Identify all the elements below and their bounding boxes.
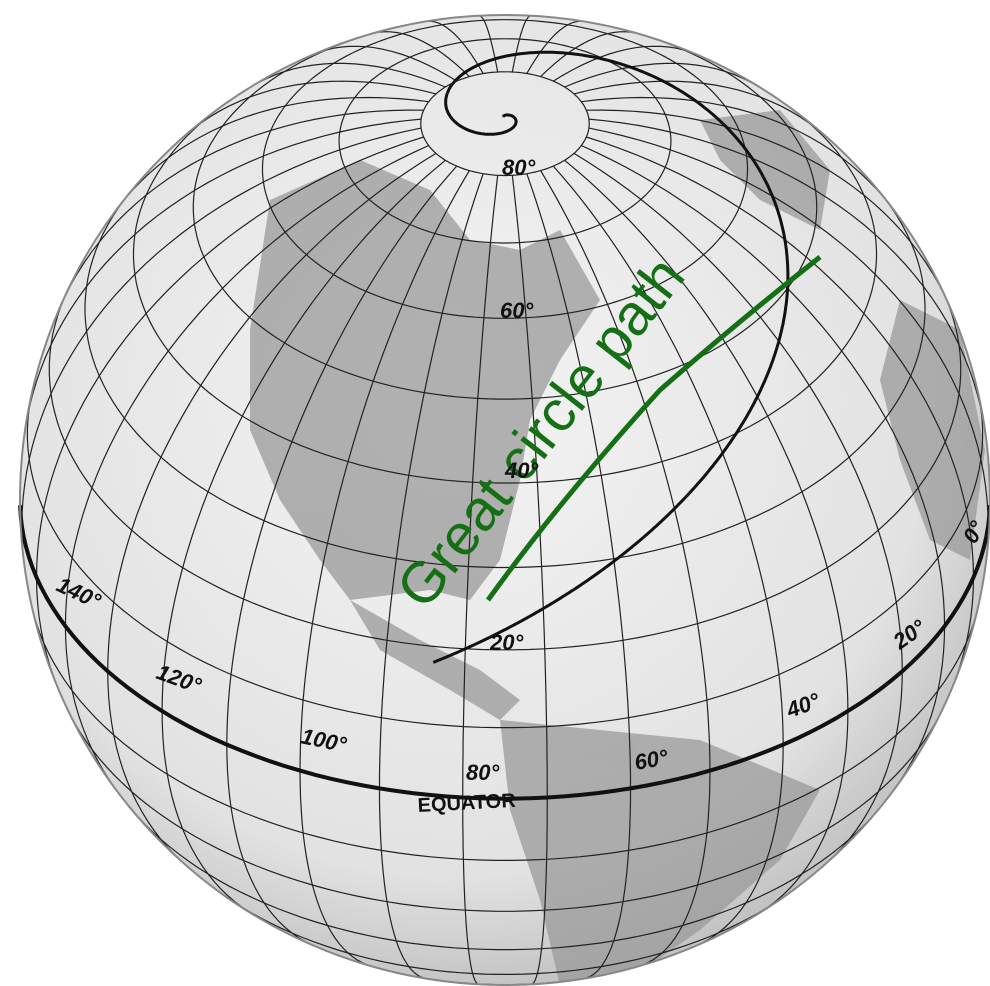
- meridian: [552, 45, 692, 82]
- equator-line: [18, 505, 990, 801]
- meridian: [511, 175, 548, 985]
- meridian: [588, 127, 989, 566]
- parallel: [26, 397, 984, 729]
- globe-outline: [19, 14, 990, 986]
- latitude-label: 40°: [504, 458, 538, 483]
- meridian: [299, 170, 470, 966]
- longitude-label: 60°: [633, 744, 670, 774]
- south-america: [500, 720, 820, 985]
- latitude-label: 80°: [502, 155, 535, 180]
- parallel: [130, 808, 880, 951]
- meridian: [540, 170, 711, 966]
- meridian: [318, 45, 458, 82]
- parallel: [48, 296, 962, 651]
- meridian: [378, 173, 484, 979]
- latitude-label: 20°: [489, 630, 523, 655]
- longitude-label: 80°: [466, 760, 499, 785]
- meridian: [573, 80, 819, 131]
- graticule: [21, 15, 989, 985]
- meridian: [478, 15, 499, 73]
- meridian: [191, 80, 437, 131]
- equator-label: EQUATOR: [417, 790, 517, 817]
- parallel: [420, 71, 590, 177]
- meridian: [226, 165, 458, 946]
- rhumb-line: [432, 50, 790, 664]
- central-america: [350, 600, 520, 720]
- latitude-label: 60°: [500, 298, 533, 323]
- parallel: [338, 38, 672, 244]
- europe-africa: [880, 300, 985, 560]
- parallel: [32, 612, 978, 861]
- meridian: [462, 175, 499, 985]
- meridian: [586, 136, 975, 692]
- meridian: [373, 31, 470, 78]
- parallel: [68, 712, 942, 912]
- meridian: [581, 96, 887, 200]
- meridian: [21, 127, 422, 566]
- parallel: [261, 19, 749, 319]
- meridian: [540, 31, 637, 78]
- parallel: [224, 895, 786, 975]
- meridian: [161, 159, 446, 914]
- meridian: [564, 159, 849, 914]
- meridian: [35, 136, 424, 692]
- meridian: [526, 20, 583, 74]
- great-circle-path: [485, 255, 822, 602]
- meridian: [107, 152, 437, 864]
- meridian: [427, 20, 484, 74]
- meridian: [123, 96, 429, 200]
- meridian: [573, 152, 903, 864]
- meridian: [552, 165, 784, 946]
- meridian: [526, 173, 632, 979]
